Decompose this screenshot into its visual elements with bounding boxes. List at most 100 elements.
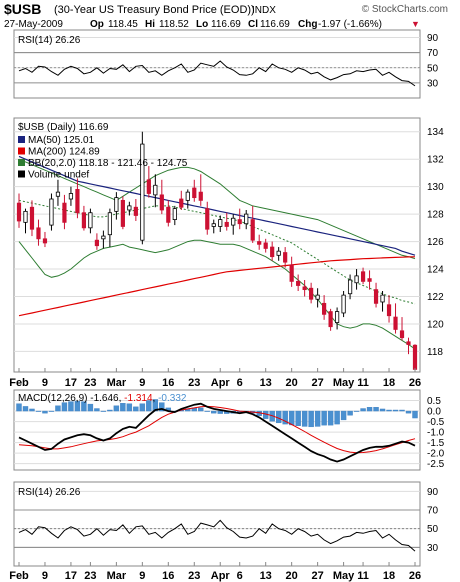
macd-histogram-bar xyxy=(29,408,35,412)
macd-histogram-bar xyxy=(412,410,418,419)
rsi-bottom-legend: RSI(14) 26.26 xyxy=(18,487,81,498)
candle xyxy=(75,188,80,214)
low-label: Lo xyxy=(196,19,208,30)
candle xyxy=(380,294,385,303)
down-arrow-icon: ▼ xyxy=(411,19,420,29)
chart-panels: 90 70 50 30 RSI(14) 26.26 134 132 130 128 126 124 1… xyxy=(9,29,445,582)
macd-histogram-bar xyxy=(282,410,288,425)
macd-histogram-bar xyxy=(204,410,210,412)
price-tick-label: 130 xyxy=(427,182,444,193)
x-tick-label: 13 xyxy=(260,377,272,389)
x-tick-label: Feb xyxy=(9,377,29,389)
macd-legend-separator: , xyxy=(153,393,159,404)
macd-histogram-bar xyxy=(211,410,217,414)
candle xyxy=(412,344,418,370)
candle xyxy=(140,143,145,241)
macd-histogram-bar xyxy=(35,410,42,412)
candle xyxy=(367,278,372,282)
candle xyxy=(296,280,301,286)
price-legend-title: $USB (Daily) 116.69 xyxy=(18,122,109,133)
candle xyxy=(62,202,67,223)
macd-histogram-bar xyxy=(139,403,146,412)
rsi-bottom-tick-label: 30 xyxy=(427,543,439,554)
macd-tick-label: 0.5 xyxy=(427,396,441,407)
rsi-bottom-tick-label: 90 xyxy=(427,487,439,498)
x-tick-label: Apr xyxy=(211,570,231,582)
candle xyxy=(231,217,236,226)
candle xyxy=(120,199,125,227)
candle xyxy=(250,219,255,241)
macd-histogram-bar xyxy=(334,410,340,425)
high-label: Hi xyxy=(145,19,155,30)
legend-swatch xyxy=(18,147,25,155)
macd-histogram-bar xyxy=(392,409,399,412)
macd-tick-label: -1.5 xyxy=(427,438,445,449)
candle xyxy=(237,219,242,225)
macd-histogram-bar xyxy=(373,407,379,412)
rsi-top-tick-label: 50 xyxy=(427,63,439,74)
price-tick-label: 134 xyxy=(427,127,444,138)
open-label: Op xyxy=(90,19,104,30)
price-tick-label: 132 xyxy=(427,155,444,166)
price-legend-item: MA(50) 125.01 xyxy=(28,135,95,146)
x-tick-label: Mar xyxy=(107,377,127,389)
macd-histogram-bar xyxy=(366,407,373,412)
macd-tick-label: -0.5 xyxy=(427,417,445,428)
macd-histogram-bar xyxy=(133,406,139,412)
candle xyxy=(42,238,48,244)
macd-histogram-bar xyxy=(113,405,120,412)
exchange: INDX xyxy=(252,5,276,16)
candle xyxy=(218,219,223,227)
x-tick-label: 26 xyxy=(409,570,421,582)
legend-swatch xyxy=(18,136,25,143)
x-tick-label: 11 xyxy=(357,377,369,389)
price-tick-label: 126 xyxy=(427,237,444,248)
candle xyxy=(29,206,35,230)
candle xyxy=(166,206,171,223)
chart-header: $USB (30-Year US Treasury Bond Price (EO… xyxy=(4,1,448,30)
low-value: 116.69 xyxy=(211,19,241,30)
macd-histogram-bar xyxy=(159,402,165,412)
candle xyxy=(107,212,112,236)
change-value: -1.97 (-1.66%) xyxy=(318,19,382,30)
candle xyxy=(88,212,93,229)
candle xyxy=(334,311,340,323)
x-tick-label: 23 xyxy=(188,377,200,389)
high-value: 118.52 xyxy=(159,19,189,30)
macd-histogram-bar xyxy=(301,410,308,427)
x-tick-label: 6 xyxy=(237,377,243,389)
macd-line xyxy=(18,402,416,463)
candle xyxy=(114,197,119,212)
macd-histogram-bar xyxy=(295,410,301,426)
candle xyxy=(55,191,61,197)
macd-histogram-bar xyxy=(16,403,22,412)
security-name: (30-Year US Treasury Bond Price (EOD)) xyxy=(54,4,255,16)
candle xyxy=(224,221,229,227)
rsi-top-tick-label: 30 xyxy=(427,78,439,89)
candle xyxy=(36,227,41,240)
price-tick-label: 120 xyxy=(427,319,444,330)
macd-histogram-bar xyxy=(288,410,295,426)
candle xyxy=(354,275,359,284)
macd-histogram-bar xyxy=(314,410,321,427)
macd-histogram-bar xyxy=(275,410,282,424)
macd-histogram-bar xyxy=(87,403,94,412)
macd-histogram-bar xyxy=(360,408,366,412)
x-tick-label: 9 xyxy=(42,570,48,582)
ma200-line xyxy=(18,256,416,317)
credit: © StockCharts.com xyxy=(362,4,448,15)
legend-swatch xyxy=(18,159,25,166)
candle xyxy=(68,193,74,200)
price-tick-label: 118 xyxy=(427,347,443,358)
candle xyxy=(49,198,54,226)
macd-histogram-bar xyxy=(68,401,74,412)
candle xyxy=(205,208,210,230)
candle xyxy=(244,213,249,225)
ma50-line xyxy=(18,155,416,256)
candle xyxy=(198,191,203,201)
rsi-bottom-line xyxy=(18,519,416,552)
rsi-bottom-tick-label: 70 xyxy=(427,506,439,517)
macd-histogram-bar xyxy=(120,403,126,412)
close-label: Cl xyxy=(248,19,258,30)
